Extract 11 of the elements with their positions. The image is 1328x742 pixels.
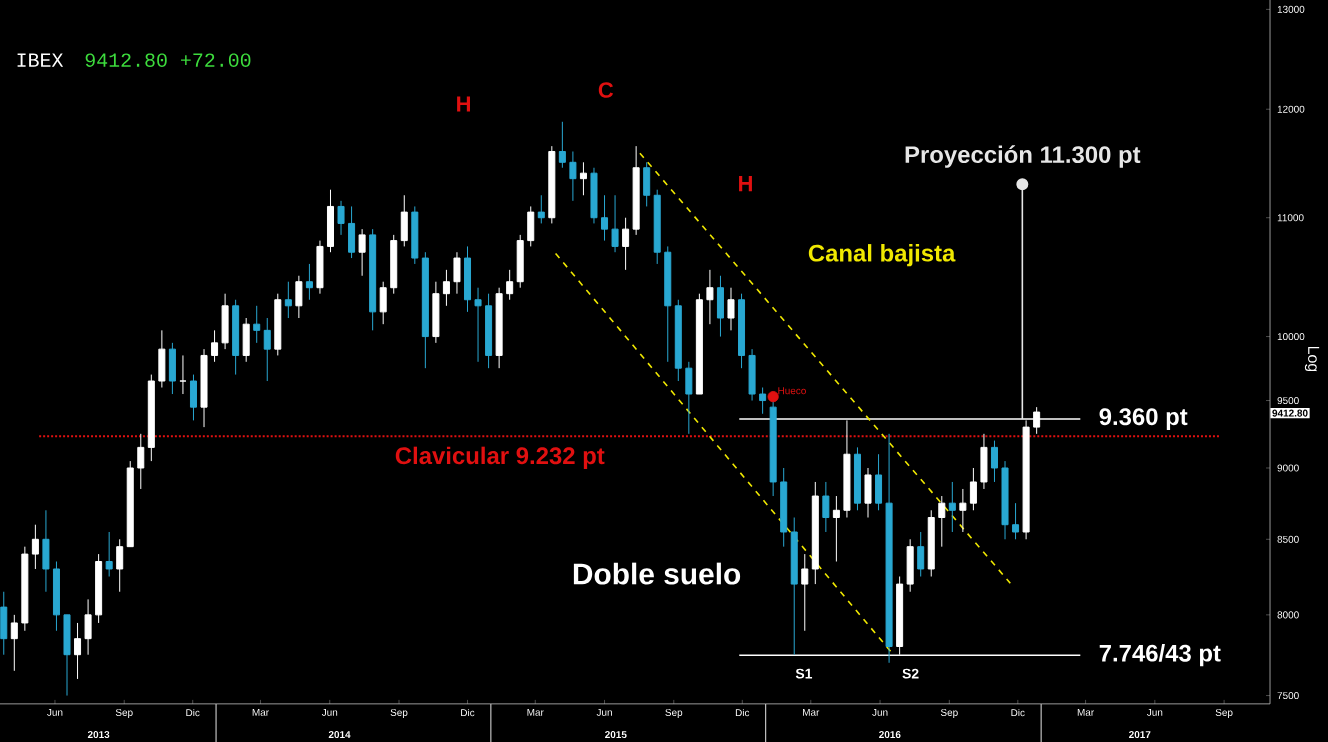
annotation: H	[739, 176, 752, 192]
series-label: 9.360 pt	[1099, 408, 1188, 430]
series-label: 7.746/43 pt	[1099, 644, 1221, 667]
annotation: C	[598, 82, 614, 98]
text: 9412.80 +72.00	[85, 53, 251, 67]
text: Canal bajista	[808, 244, 956, 267]
series-label: Proyección 11.300 pt	[905, 145, 1141, 168]
series-label: Clavicular 9.232 pt	[395, 446, 605, 469]
text: IBEX	[17, 53, 64, 67]
annotation: Doble suelo	[573, 562, 741, 585]
annotation: H	[457, 96, 470, 112]
